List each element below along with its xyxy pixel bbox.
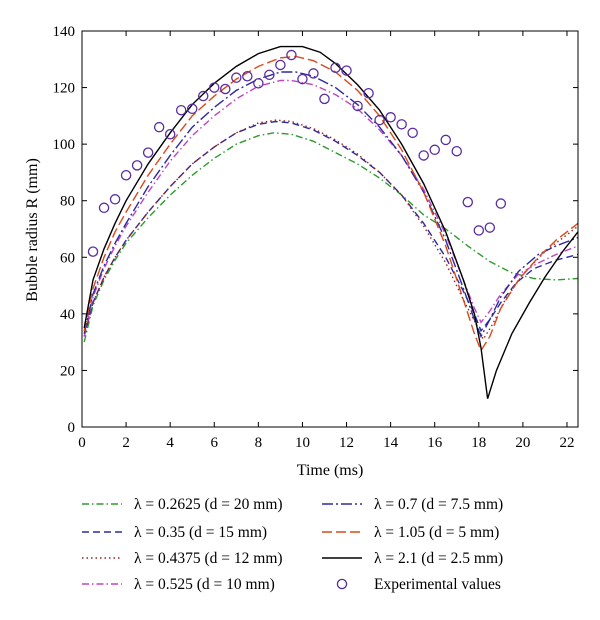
x-tick-label: 14 (383, 435, 399, 451)
x-tick-label: 18 (471, 435, 486, 451)
y-axis-title: Bubble radius R (mm) (24, 158, 41, 302)
experimental-point (462, 196, 474, 208)
series-layer (83, 45, 578, 399)
series-line-4 (83, 79, 578, 337)
x-tick-label: 2 (122, 435, 130, 451)
experimental-point (319, 93, 330, 105)
y-tick-label: 20 (60, 363, 75, 379)
experimental-point (473, 225, 485, 236)
series-line-2 (83, 120, 578, 337)
experimental-point (352, 100, 363, 112)
legend-item: Experimental values (336, 576, 501, 593)
legend-item: λ = 0.2625 (d = 20 mm) (82, 496, 283, 513)
legend-marker (336, 578, 348, 590)
experimental-point (429, 144, 440, 156)
experimental-point (330, 62, 341, 74)
experimental-point (385, 112, 396, 123)
experimental-point (109, 194, 121, 205)
series-line-6 (83, 55, 578, 353)
legend-label: Experimental values (374, 576, 501, 593)
y-tick-label: 40 (60, 307, 75, 323)
legend-label: λ = 2.1 (d = 2.5 mm) (374, 550, 503, 567)
experimental-point (164, 128, 176, 140)
experimental-point (363, 87, 374, 99)
experimental-point (153, 121, 165, 133)
experimental-point (341, 65, 352, 76)
legend-item: λ = 0.4375 (d = 12 mm) (82, 550, 283, 567)
legend-label: λ = 1.05 (d = 5 mm) (374, 524, 499, 541)
legend: λ = 0.2625 (d = 20 mm) λ = 0.35 (d = 15 m… (82, 496, 503, 593)
experimental-point (396, 119, 407, 130)
legend-label: λ = 0.7 (d = 7.5 mm) (374, 496, 503, 513)
experimental-point (418, 150, 429, 161)
x-tick-label: 4 (166, 435, 174, 451)
x-tick-label: 8 (255, 435, 263, 451)
axes: 0 2 4 6 8 10 12 14 16 18 20 22 0 20 40 60 80 100 120 140 (53, 24, 579, 451)
experimental-point (451, 145, 463, 157)
experimental-point (275, 59, 286, 71)
experimental-point (98, 202, 110, 214)
experimental-point (87, 246, 99, 257)
series-line-7 (83, 45, 578, 399)
plot-area (83, 45, 578, 399)
x-tick-label: 12 (339, 435, 354, 451)
experimental-point (374, 114, 385, 126)
legend-item: λ = 0.7 (d = 7.5 mm) (322, 496, 503, 513)
experimental-point (495, 198, 507, 209)
experimental-point (242, 71, 253, 82)
legend-item: λ = 0.35 (d = 15 mm) (82, 524, 267, 541)
x-tick-label: 0 (78, 435, 86, 451)
experimental-point (308, 68, 319, 79)
experimental-point (175, 104, 187, 116)
x-tick-label: 22 (559, 435, 574, 451)
experimental-point (197, 90, 209, 102)
experimental-point (264, 69, 275, 81)
experimental-point (131, 160, 143, 171)
experimental-point (209, 82, 220, 93)
y-tick-label: 100 (53, 137, 76, 153)
experimental-point (440, 134, 451, 146)
experimental-point (220, 83, 231, 95)
y-tick-label: 60 (60, 250, 75, 266)
plot-frame (81, 30, 579, 428)
x-tick-label: 16 (427, 435, 443, 451)
legend-label: λ = 0.35 (d = 15 mm) (134, 524, 267, 541)
legend-item: λ = 2.1 (d = 2.5 mm) (322, 550, 503, 567)
legend-item: λ = 1.05 (d = 5 mm) (322, 524, 499, 541)
experimental-point (231, 72, 242, 83)
experimental-point (286, 49, 297, 61)
series-line-1 (83, 132, 578, 343)
legend-label: λ = 0.525 (d = 10 mm) (134, 576, 275, 593)
experimental-point (484, 222, 496, 233)
x-tick-label: 6 (211, 435, 219, 451)
experimental-point (253, 78, 264, 89)
experimental-point (120, 170, 132, 181)
x-axis-title: Time (ms) (297, 462, 364, 479)
experimental-point (297, 73, 308, 85)
experimental-point (142, 147, 154, 158)
legend-item: λ = 0.525 (d = 10 mm) (82, 576, 275, 593)
legend-label: λ = 0.2625 (d = 20 mm) (134, 496, 283, 513)
x-tick-label: 20 (515, 435, 530, 451)
y-tick-label: 120 (53, 81, 76, 97)
experimental-point (186, 103, 198, 115)
series-line-5 (83, 71, 578, 339)
y-tick-label: 0 (68, 420, 76, 436)
legend-label: λ = 0.4375 (d = 12 mm) (134, 550, 283, 567)
experimental-point (407, 127, 418, 139)
series-line-3 (83, 119, 578, 341)
y-tick-label: 80 (60, 194, 75, 210)
x-tick-label: 10 (295, 435, 310, 451)
y-tick-label: 140 (53, 24, 76, 40)
